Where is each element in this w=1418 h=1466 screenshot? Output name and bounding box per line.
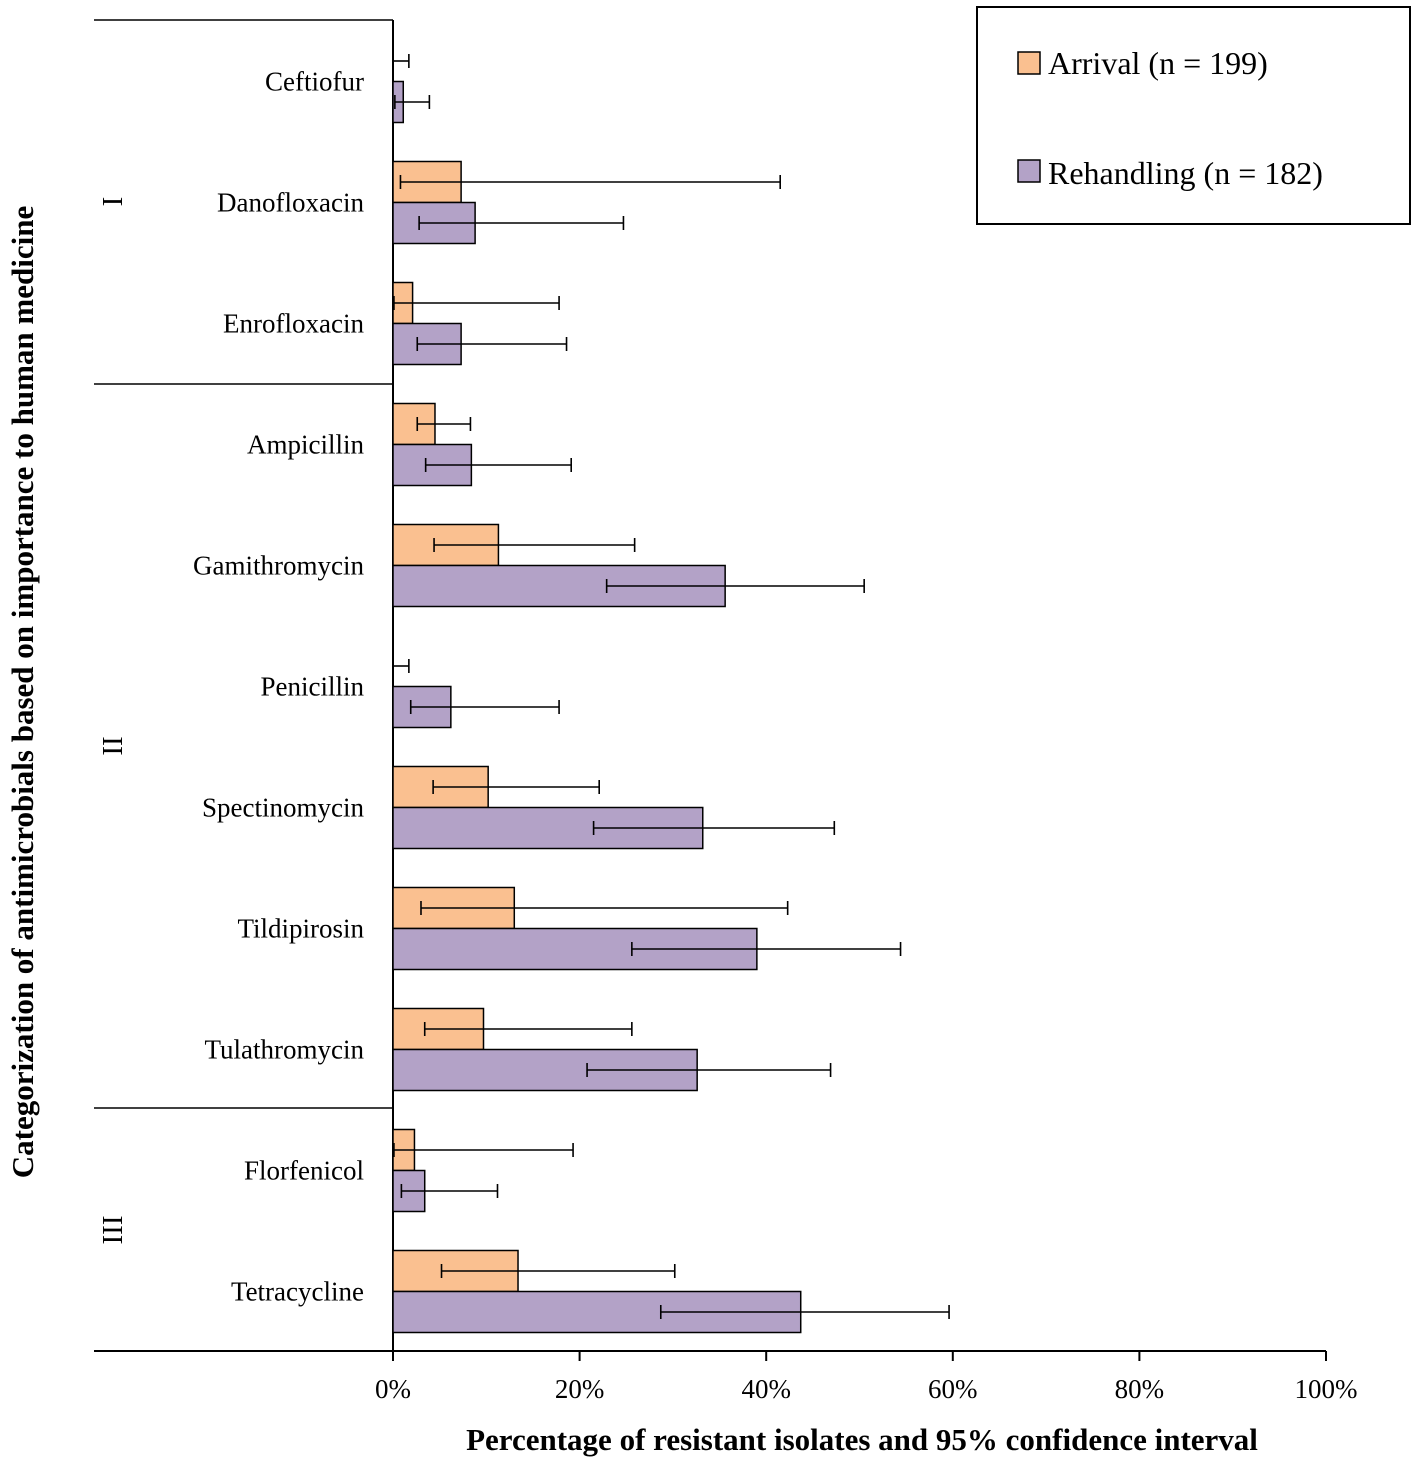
error-bar-arrival-ampicillin <box>416 417 472 431</box>
y-axis-title: Categorization of antimicrobials based o… <box>5 206 40 1178</box>
category-label-spectinomycin: Spectinomycin <box>202 793 364 823</box>
category-label-gamithromycin: Gamithromycin <box>193 551 364 581</box>
error-bar-rehandling-tetracycline <box>659 1305 950 1319</box>
error-bar-arrival-tetracycline <box>440 1264 676 1278</box>
category-label-danofloxacin: Danofloxacin <box>217 188 364 218</box>
group-label-ii: II <box>97 736 129 755</box>
error-bar-rehandling-florfenicol <box>400 1184 499 1198</box>
error-bar-rehandling-gamithromycin <box>605 579 865 593</box>
error-bar-rehandling-danofloxacin <box>418 216 625 230</box>
error-bar-rehandling-ceftiofur <box>394 95 431 109</box>
error-bar-arrival-danofloxacin <box>399 175 781 189</box>
category-label-enrofloxacin: Enrofloxacin <box>223 309 364 339</box>
x-tick-label: 80% <box>1115 1374 1165 1404</box>
error-bars-layer <box>392 54 950 1319</box>
x-tick-label: 60% <box>928 1374 978 1404</box>
x-tick-labels: 0% 20% 40% 60% 80% 100% <box>375 1351 1358 1404</box>
error-bar-arrival-gamithromycin <box>433 538 636 552</box>
category-label-ceftiofur: Ceftiofur <box>265 67 364 97</box>
error-bar-arrival-penicillin <box>392 659 410 673</box>
error-bar-rehandling-tildipirosin <box>631 942 902 956</box>
error-bar-arrival-enrofloxacin <box>393 296 560 310</box>
error-bar-arrival-florfenicol <box>393 1143 574 1157</box>
x-tick-label: 100% <box>1295 1374 1358 1404</box>
legend-box <box>976 6 1411 225</box>
x-tick-label: 40% <box>741 1374 791 1404</box>
legend-label-arrival: Arrival (n = 199) <box>1048 45 1268 81</box>
category-label-tetracycline: Tetracycline <box>231 1277 364 1307</box>
category-label-tildipirosin: Tildipirosin <box>237 914 364 944</box>
category-labels: Ceftiofur Danofloxacin Enrofloxacin Ampicil… <box>193 67 364 1307</box>
category-label-florfenicol: Florfenicol <box>244 1156 364 1186</box>
group-label-i: I <box>97 197 129 207</box>
x-axis-title: Percentage of resistant isolates and 95%… <box>466 1422 1258 1457</box>
group-label-iii: III <box>97 1216 129 1245</box>
error-bar-arrival-tulathromycin <box>423 1022 633 1036</box>
x-tick-label: 20% <box>555 1374 605 1404</box>
error-bar-rehandling-tulathromycin <box>586 1063 832 1077</box>
category-label-tulathromycin: Tulathromycin <box>204 1035 364 1065</box>
legend-swatch-arrival <box>1017 51 1041 75</box>
error-bar-rehandling-ampicillin <box>424 458 573 472</box>
legend-label-rehandling: Rehandling (n = 182) <box>1048 155 1323 191</box>
legend-swatch-rehandling <box>1017 159 1041 183</box>
error-bar-arrival-ceftiofur <box>392 54 410 68</box>
category-label-penicillin: Penicillin <box>261 672 365 702</box>
error-bar-rehandling-spectinomycin <box>592 821 836 835</box>
error-bar-rehandling-penicillin <box>409 700 560 714</box>
error-bar-arrival-tildipirosin <box>420 901 789 915</box>
category-label-ampicillin: Ampicillin <box>247 430 364 460</box>
error-bar-rehandling-enrofloxacin <box>416 337 568 351</box>
x-tick-label: 0% <box>375 1374 411 1404</box>
legend: Arrival (n = 199) Rehandling (n = 182) <box>976 6 1411 225</box>
error-bar-arrival-spectinomycin <box>432 780 600 794</box>
